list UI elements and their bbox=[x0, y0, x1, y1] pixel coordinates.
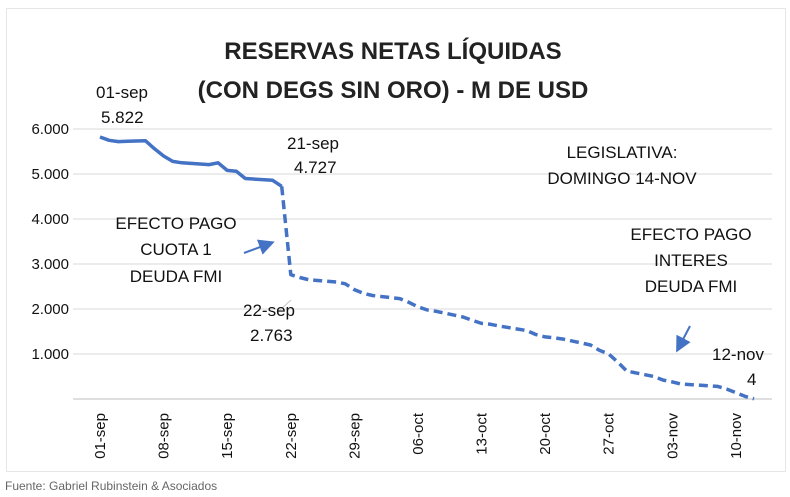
y-tick-label: 6.000 bbox=[31, 121, 69, 138]
annotation-sep21-value: 4.727 bbox=[294, 158, 337, 177]
annotation-imf-interest-line1: EFECTO PAGO bbox=[630, 225, 751, 244]
x-tick-label: 15-sep bbox=[219, 413, 236, 459]
y-tick-label: 2.000 bbox=[31, 301, 69, 318]
annotation-imf-payment-line1: EFECTO PAGO bbox=[115, 214, 236, 233]
annotation-arrows bbox=[243, 239, 691, 353]
annotation-election-line2: DOMINGO 14-NOV bbox=[547, 169, 697, 188]
annotation-imf-payment-line2: CUOTA 1 bbox=[140, 240, 211, 259]
x-tick-label: 27-oct bbox=[601, 412, 618, 455]
annotation-imf-interest-line2: INTERES bbox=[654, 251, 728, 270]
y-tick-label: 1.000 bbox=[31, 346, 69, 363]
y-tick-label: 5.000 bbox=[31, 166, 69, 183]
reserves-line-chart: 1.000 2.000 3.000 4.000 5.000 6.000 01-sep 08-… bbox=[31, 37, 772, 459]
x-tick-label: 08-sep bbox=[156, 413, 173, 459]
y-tick-label: 4.000 bbox=[31, 211, 69, 228]
annotation-start-date: 01-sep bbox=[96, 83, 148, 102]
x-tick-label: 13-oct bbox=[474, 412, 491, 455]
y-axis-ticks: 1.000 2.000 3.000 4.000 5.000 6.000 bbox=[31, 121, 69, 363]
gridlines bbox=[73, 128, 772, 400]
x-tick-label: 22-sep bbox=[283, 413, 300, 459]
x-tick-label: 29-sep bbox=[346, 413, 363, 459]
chart-title: RESERVAS NETAS LÍQUIDAS bbox=[224, 37, 561, 65]
arrow-imf-interest bbox=[676, 325, 691, 353]
leader-line-sep22 bbox=[278, 299, 292, 312]
annotation-imf-payment-line3: DEUDA FMI bbox=[130, 267, 223, 286]
annotation-election-line1: LEGISLATIVA: bbox=[567, 143, 678, 162]
series-lines bbox=[99, 135, 755, 401]
arrow-imf-payment bbox=[243, 239, 275, 255]
annotation-sep22-value: 2.763 bbox=[250, 326, 293, 345]
annotation-sep22-date: 22-sep bbox=[243, 301, 295, 320]
annotation-end-date: 12-nov bbox=[712, 345, 764, 364]
x-axis-ticks: 01-sep 08-sep 15-sep 22-sep 29-sep 06-oct 13-o… bbox=[92, 412, 745, 459]
x-tick-label: 03-nov bbox=[664, 413, 681, 459]
source-caption: Fuente: Gabriel Rubinstein & Asociados bbox=[5, 479, 218, 493]
annotation-end-value: 4 bbox=[747, 370, 756, 389]
x-tick-label: 10-nov bbox=[728, 413, 745, 459]
series-line-solid bbox=[99, 135, 283, 188]
x-tick-label: 01-sep bbox=[92, 413, 109, 459]
series-line-dashed bbox=[279, 186, 755, 401]
y-tick-label: 3.000 bbox=[31, 256, 69, 273]
annotation-start-value: 5.822 bbox=[101, 108, 144, 127]
chart-frame: 1.000 2.000 3.000 4.000 5.000 6.000 01-sep 08-… bbox=[6, 8, 786, 472]
x-tick-label: 06-oct bbox=[410, 412, 427, 455]
x-tick-label: 20-oct bbox=[537, 412, 554, 455]
annotation-sep21-date: 21-sep bbox=[287, 134, 339, 153]
chart-subtitle: (CON DEGS SIN ORO) - M DE USD bbox=[198, 77, 589, 104]
annotation-imf-interest-line3: DEUDA FMI bbox=[645, 277, 738, 296]
